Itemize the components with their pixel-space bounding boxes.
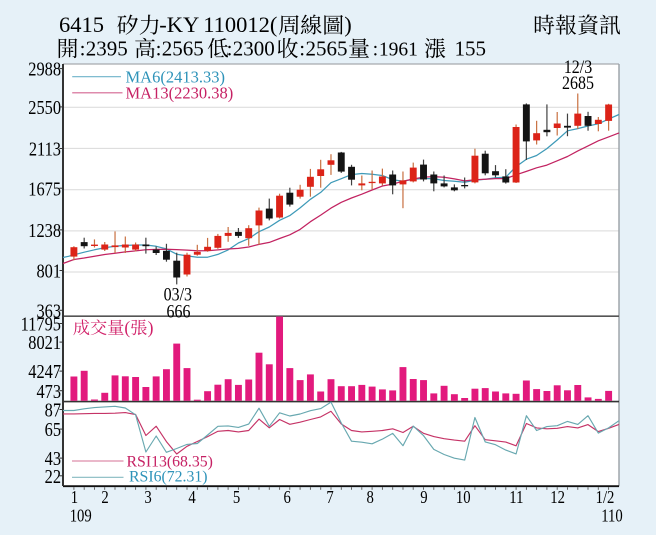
svg-text:RSI13(68.35): RSI13(68.35) bbox=[127, 454, 213, 471]
svg-text::: : bbox=[373, 39, 379, 61]
svg-text:109: 109 bbox=[70, 507, 92, 525]
svg-text:1/2: 1/2 bbox=[596, 489, 615, 507]
svg-text:110012(: 110012( bbox=[203, 12, 277, 37]
svg-text:2300: 2300 bbox=[233, 37, 275, 61]
svg-text:155: 155 bbox=[455, 37, 487, 61]
svg-text:12/3: 12/3 bbox=[564, 56, 593, 78]
svg-text:7: 7 bbox=[326, 489, 333, 507]
svg-text:MA13(2230.38): MA13(2230.38) bbox=[126, 83, 234, 102]
svg-text:65: 65 bbox=[45, 419, 61, 441]
svg-text:666: 666 bbox=[167, 300, 191, 322]
svg-text:1: 1 bbox=[71, 489, 78, 507]
svg-text:RSI6(72.31): RSI6(72.31) bbox=[129, 468, 208, 485]
svg-text:2113: 2113 bbox=[29, 138, 61, 160]
svg-text:MA6(2413.33): MA6(2413.33) bbox=[126, 68, 225, 87]
svg-text:8021: 8021 bbox=[28, 332, 61, 354]
svg-text:2988: 2988 bbox=[28, 58, 61, 80]
svg-text::: : bbox=[299, 37, 305, 61]
svg-text:801: 801 bbox=[36, 260, 61, 282]
svg-text:4247: 4247 bbox=[28, 361, 61, 383]
svg-text:11795: 11795 bbox=[21, 313, 61, 335]
svg-text:2395: 2395 bbox=[86, 37, 128, 61]
svg-text:2550: 2550 bbox=[28, 97, 61, 119]
svg-text:473: 473 bbox=[36, 380, 61, 402]
svg-text:363: 363 bbox=[36, 300, 61, 322]
svg-text:6: 6 bbox=[284, 489, 291, 507]
svg-text:): ) bbox=[148, 317, 154, 337]
svg-text:-KY: -KY bbox=[159, 12, 199, 37]
svg-text:4: 4 bbox=[188, 489, 195, 507]
svg-text:10: 10 bbox=[456, 489, 471, 507]
svg-text:87: 87 bbox=[45, 399, 61, 421]
svg-text:2565: 2565 bbox=[162, 37, 204, 61]
svg-text:43: 43 bbox=[45, 448, 61, 470]
svg-text:3: 3 bbox=[144, 489, 151, 507]
svg-text:12: 12 bbox=[550, 489, 565, 507]
svg-text:2685: 2685 bbox=[562, 72, 594, 94]
svg-text:1961: 1961 bbox=[379, 40, 418, 61]
svg-text:03/3: 03/3 bbox=[164, 283, 193, 305]
svg-text:22: 22 bbox=[45, 466, 61, 488]
svg-text:6415: 6415 bbox=[59, 12, 104, 37]
svg-text:(: ( bbox=[124, 317, 130, 337]
svg-text:2: 2 bbox=[101, 489, 108, 507]
svg-text:9: 9 bbox=[420, 489, 427, 507]
svg-text:): ) bbox=[344, 12, 352, 37]
svg-text::: : bbox=[156, 37, 162, 61]
svg-text:1238: 1238 bbox=[28, 220, 61, 242]
svg-text:8: 8 bbox=[367, 489, 374, 507]
svg-text:5: 5 bbox=[233, 489, 240, 507]
svg-text::: : bbox=[227, 37, 233, 61]
svg-text:11: 11 bbox=[509, 489, 523, 507]
svg-text:2565: 2565 bbox=[306, 37, 348, 61]
svg-text::: : bbox=[80, 37, 86, 61]
svg-text:110: 110 bbox=[601, 507, 623, 525]
svg-text:1675: 1675 bbox=[28, 178, 61, 200]
